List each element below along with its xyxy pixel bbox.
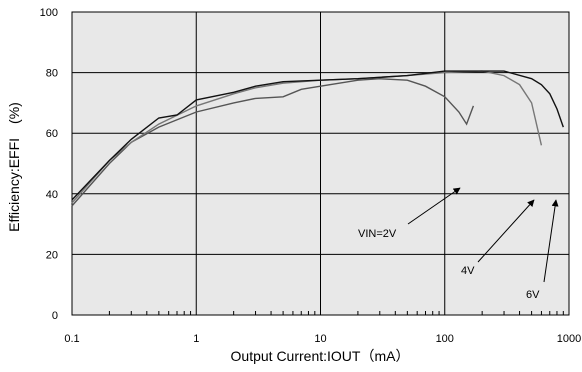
y-tick-label: 100 [40, 7, 58, 19]
annotation-arrow [543, 199, 559, 283]
series-line-3 [71, 70, 564, 201]
x-axis-title: Output Current:IOUT（mA） [231, 348, 410, 364]
y-tick-label: 80 [46, 68, 58, 80]
series-lines [71, 70, 564, 207]
annotation-vin-2v: VIN=2V [358, 228, 397, 240]
x-tick-label: 100 [436, 333, 454, 345]
annotation-4v: 4V [461, 265, 475, 277]
tick-labels: 0.1 1 10 100 1000 0 20 40 60 80 100 [40, 7, 582, 345]
x-tick-label: 1 [193, 333, 199, 345]
annotation-arrow [477, 199, 535, 263]
y-axis-title: Efficiency:EFFI (%) [6, 102, 22, 232]
y-tick-label: 40 [46, 189, 58, 201]
series-line-1 [71, 77, 475, 207]
annotation-arrows [407, 187, 559, 283]
x-tick-label: 0.1 [64, 333, 79, 345]
y-tick-label: 0 [52, 310, 58, 322]
y-tick-label: 20 [46, 249, 58, 261]
y-tick-label: 60 [46, 128, 58, 140]
annotation-6v: 6V [526, 289, 540, 301]
annotation-arrow [407, 187, 461, 225]
x-tick-label: 1000 [557, 333, 581, 345]
x-tick-label: 10 [314, 333, 326, 345]
